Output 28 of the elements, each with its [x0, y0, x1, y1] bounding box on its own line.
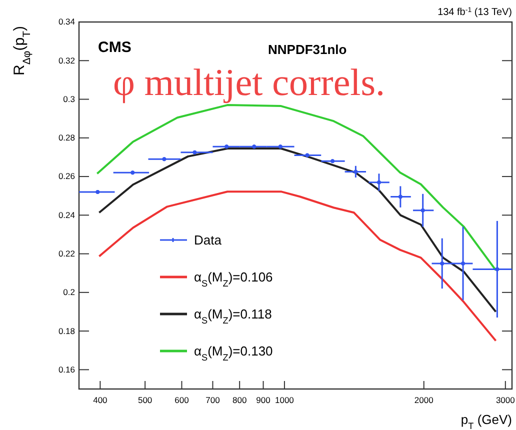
y-tick-label: 0.28 — [58, 132, 76, 143]
x-tick-label: 400 — [93, 395, 108, 405]
legend-label: α$_{S}$(M$_{Z}$)=0.118 — [194, 306, 272, 326]
y-tick-label: 0.18 — [58, 326, 76, 336]
legend-label: Data — [194, 232, 222, 248]
annotation: φ multijet correls. — [113, 62, 386, 104]
x-tick-label: 900 — [256, 395, 271, 405]
x-tick-label: 700 — [206, 395, 220, 405]
y-tick-label: 0.2 — [63, 287, 76, 298]
y-tick-label: 0.34 — [58, 16, 76, 27]
y-tick-label: 0.32 — [58, 55, 76, 66]
annotation: CMS — [98, 39, 132, 56]
x-tick-label: 2000 — [414, 395, 434, 405]
x-tick-label: 800 — [232, 395, 247, 405]
y-tick-label: 0.3 — [63, 94, 76, 104]
y-tick-label: 0.24 — [58, 210, 76, 220]
x-axis-title: p$_{T}$ (GeV) — [460, 412, 512, 430]
y-tick-label: 0.16 — [58, 364, 76, 374]
y-tick-label: 0.26 — [58, 171, 76, 182]
annotation: NNPDF31nlo — [268, 42, 347, 57]
x-tick-label: 3000 — [496, 395, 516, 405]
x-tick-label: 500 — [138, 395, 152, 405]
x-tick-label: 600 — [174, 395, 190, 405]
legend-label: α$_{S}$(M$_{Z}$)=0.130 — [194, 344, 273, 363]
x-tick-label: 1000 — [275, 395, 294, 405]
text: 134 fb$^{-1}$ (13 TeV) — [438, 6, 512, 18]
legend-label: α$_{S}$(M$_{Z}$)=0.106 — [194, 270, 273, 289]
y-tick-label: 0.22 — [58, 248, 76, 259]
